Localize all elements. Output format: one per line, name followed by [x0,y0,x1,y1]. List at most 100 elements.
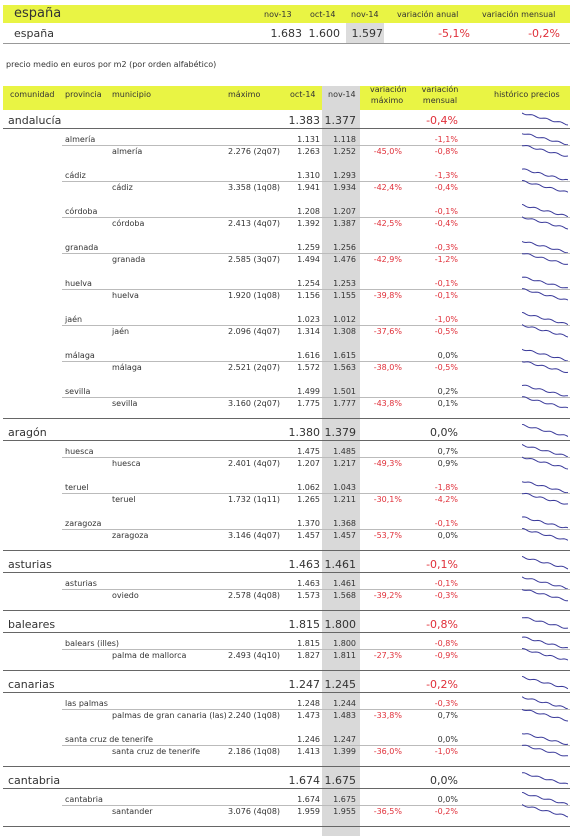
sparkline-path [522,804,568,818]
municipio-nov14: 1.155 [333,291,356,300]
province-oct14: 1.815 [297,639,320,648]
price-history-sparkline [522,396,568,409]
municipio-nov14: 1.483 [333,711,356,720]
row-divider [62,745,570,746]
community-var-mensual: 0,0% [430,426,458,439]
row-divider [3,692,570,693]
municipio-var-mensual: -0,1% [434,291,458,300]
municipio-name: granada [112,255,146,264]
price-history-sparkline [522,204,568,218]
community-name: andalucía [8,114,62,127]
province-var-mensual: -1,8% [434,483,458,492]
summary-head-nov13: nov-13 [264,10,292,19]
province-nov14: 1.461 [333,579,356,588]
province-oct14: 1.463 [297,579,320,588]
municipio-name: jaén [112,327,130,336]
province-var-mensual: 0,0% [437,735,458,744]
municipio-maximo: 2.413 (4q07) [228,219,281,228]
province-nov14: 1.043 [333,483,356,492]
price-history-sparkline [522,312,568,326]
municipio-oct14: 1.494 [297,255,320,264]
municipio-nov14: 1.568 [333,591,356,600]
province-var-mensual: -0,3% [434,243,458,252]
row-divider [62,493,570,494]
summary-head-var-mensual: variación mensual [482,10,556,19]
municipio-maximo: 3.358 (1q08) [228,183,281,192]
row-divider [3,788,570,789]
community-oct14: 1.247 [288,678,321,691]
province-name: cádiz [65,171,86,180]
municipio-var-max: -36,0% [373,747,402,756]
price-history-sparkline [522,617,568,629]
sparkline-path [522,241,568,254]
community-oct14: 1.463 [288,558,321,571]
row-divider [62,457,570,458]
sparkline-path [522,481,568,494]
municipio-maximo: 2.401 (4q07) [228,459,281,468]
row-divider [62,709,570,710]
municipio-name: sevilla [112,399,138,408]
province-nov14: 1.207 [333,207,356,216]
province-oct14: 1.208 [297,207,320,216]
sparkline-path [522,528,568,541]
sparkline-path [522,617,568,629]
province-var-mensual: -0,1% [434,279,458,288]
municipio-var-max: -33,8% [373,711,402,720]
sparkline-path [522,733,568,746]
province-name: zaragoza [65,519,102,528]
row-divider [62,289,570,290]
summary-head-nov14: nov-14 [351,10,379,19]
price-history-sparkline [522,324,568,338]
price-history-sparkline [522,636,568,649]
price-history-sparkline [522,676,568,690]
sparkline-path [522,516,568,529]
price-history-sparkline [522,792,568,806]
price-history-sparkline [522,180,568,193]
province-name: balears (illes) [65,639,120,648]
municipio-oct14: 1.827 [297,651,320,660]
municipio-var-mensual: -0,8% [434,147,458,156]
sparkline-path [522,556,568,570]
province-name: cantabria [65,795,103,804]
province-var-mensual: -0,1% [434,519,458,528]
price-history-sparkline [522,384,568,397]
municipio-var-mensual: -4,2% [434,495,458,504]
sparkline-path [522,676,568,690]
province-oct14: 1.370 [297,519,320,528]
price-history-sparkline [522,744,568,757]
community-nov14: 1.379 [324,426,357,439]
col-maximo: máximo [228,90,261,99]
community-name: canarias [8,678,55,691]
province-name: granada [65,243,99,252]
community-name: aragón [8,426,47,439]
municipio-nov14: 1.308 [333,327,356,336]
municipio-var-mensual: -0,5% [434,327,458,336]
province-name: santa cruz de tenerife [65,735,154,744]
municipio-var-mensual: -1,2% [434,255,458,264]
community-var-mensual: -0,1% [426,558,458,571]
province-oct14: 1.674 [297,795,320,804]
row-divider [3,766,570,767]
price-history-sparkline [522,804,568,818]
municipio-maximo: 2.276 (2q07) [228,147,281,156]
province-oct14: 1.475 [297,447,320,456]
sparkline-path [522,361,568,374]
sparkline-path [522,792,568,806]
province-oct14: 1.310 [297,171,320,180]
row-divider [62,145,570,146]
sparkline-path [522,648,568,661]
sparkline-path [522,696,568,710]
row-divider [3,632,570,633]
price-history-sparkline [522,696,568,710]
municipio-var-max: -42,9% [373,255,402,264]
municipio-var-mensual: -0,3% [434,591,458,600]
province-name: jaén [65,315,83,324]
row-divider [3,610,570,611]
sparkline-path [522,744,568,757]
province-nov14: 1.118 [333,135,356,144]
price-history-sparkline [522,528,568,541]
municipio-var-mensual: 0,9% [437,459,458,468]
municipio-oct14: 1.314 [297,327,320,336]
municipio-nov14: 1.399 [333,747,356,756]
price-history-sparkline [522,648,568,661]
